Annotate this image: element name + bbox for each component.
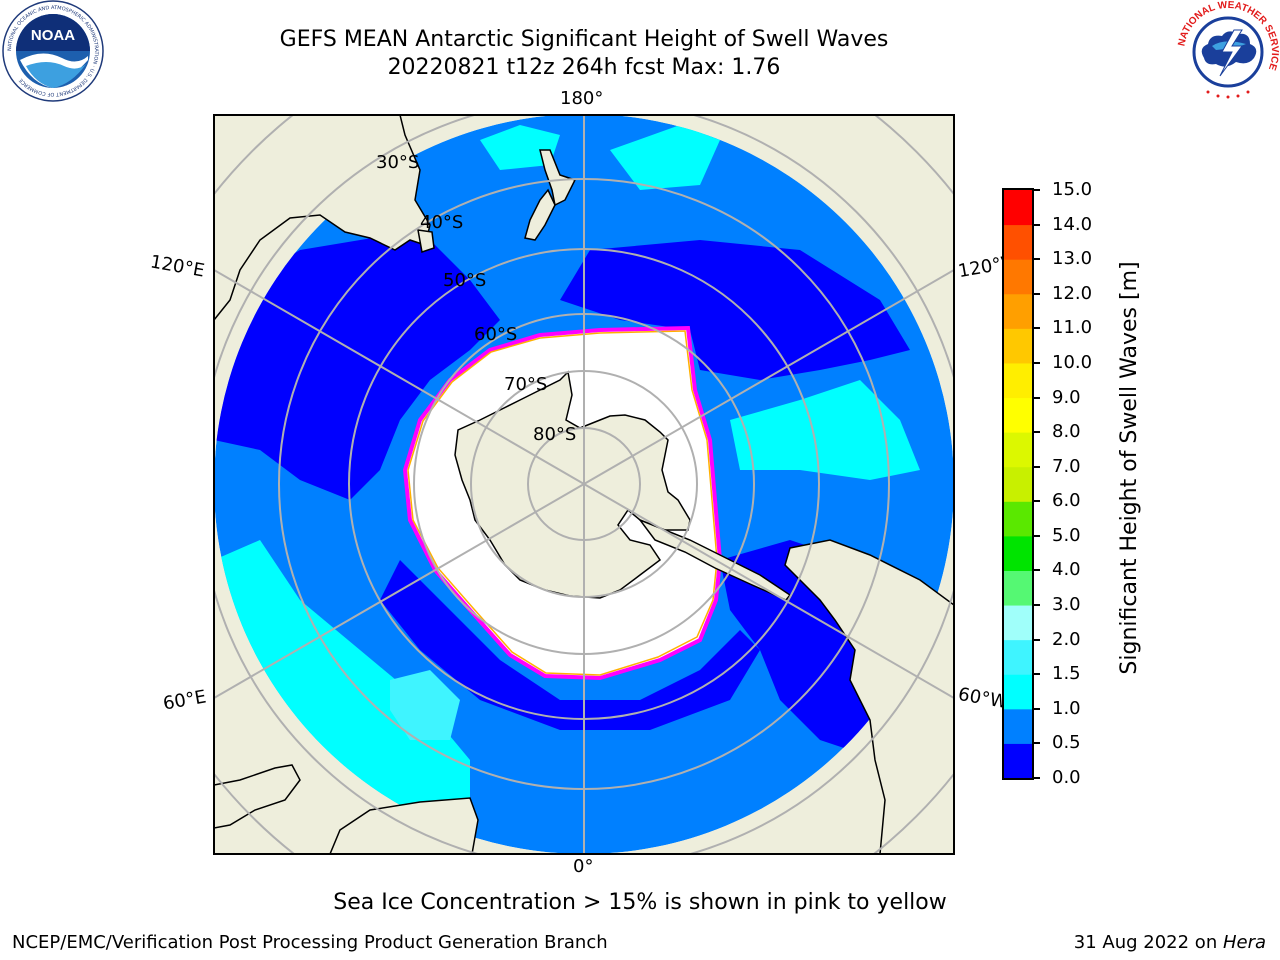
colorbar-tick-label: 14.0 [1052,213,1093,235]
colorbar-tick-label: 7.0 [1052,455,1081,477]
colorbar-bin [1004,708,1032,744]
colorbar-tick-mark [1034,189,1040,191]
colorbar-tick-mark [1034,500,1040,503]
colorbar-bin [1004,432,1032,468]
colorbar-bin [1004,674,1032,710]
colorbar-bin [1004,501,1032,537]
colorbar-tick-label: 8.0 [1052,421,1081,443]
ocean-swell-1.5-2.0-patch [390,670,460,740]
colorbar-bin [1004,397,1032,433]
colorbar-tick-mark [1034,292,1040,295]
colorbar-bin [1004,259,1032,295]
ocean-swell-1.0-1.5-north-pacific [610,125,720,190]
colorbar-tick-mark [1034,638,1040,641]
australia-land [214,115,431,322]
colorbar-bin [1004,328,1032,364]
colorbar-bin [1004,639,1032,675]
colorbar-bin [1004,535,1032,571]
lon-label-0: 0° [573,856,594,877]
noaa-logo-icon: NOAA NATIONAL OCEANIC AND ATMOSPHERIC AD… [2,0,104,102]
colorbar-tick-mark [1034,534,1040,537]
colorbar [1002,188,1034,780]
colorbar-tick-label: 0.0 [1052,767,1081,788]
ocean-swell-1.0-1.5-tasman [480,125,560,170]
lon-120e-line [214,269,585,485]
colorbar-bin [1004,190,1032,226]
madagascar-land [214,764,301,829]
colorbar-tick-label: 6.0 [1052,490,1081,512]
colorbar-tick-label: 1.0 [1052,697,1081,719]
africa-land [329,797,479,854]
colorbar-tick-label: 9.0 [1052,386,1081,408]
colorbar-frame [1002,188,1034,780]
colorbar-tick-mark [1034,707,1040,710]
colorbar-tick-mark [1034,258,1040,261]
colorbar-bin [1004,466,1032,502]
colorbar-bin [1004,570,1032,606]
colorbar-label: Significant Height of Swell Waves [m] [1117,261,1142,675]
colorbar-bin [1004,293,1032,329]
colorbar-tick-mark [1034,223,1040,226]
colorbar-tick-mark [1034,604,1040,607]
colorbar-tick-label: 0.5 [1052,732,1081,754]
footer-date: 31 Aug 2022 on Hera [1074,932,1266,953]
lon-label-180: 180° [560,88,604,109]
ocean-swell-1.0-1.5-atlantic [214,540,470,840]
colorbar-tick-label: 2.0 [1052,628,1081,650]
lon-60e-line [214,483,585,699]
colorbar-bin [1004,605,1032,641]
ocean-swell-1.0-1.5-east-pacific [730,380,920,480]
sea-ice-edge-yellow [407,330,718,676]
colorbar-tick-label: 10.0 [1052,351,1093,373]
lon-120w-line [583,269,954,485]
colorbar-tick-mark [1034,361,1040,364]
colorbar-tick-label: 4.0 [1052,559,1081,581]
colorbar-tick-label: 11.0 [1052,317,1093,339]
colorbar-tick-label: 13.0 [1052,248,1093,270]
colorbar-tick-mark [1034,673,1040,676]
footer-credit: NCEP/EMC/Verification Post Processing Pr… [12,932,608,953]
ocean-swell-0-0.5-ring [380,560,760,730]
ocean-swell-0-0.5-west [214,230,500,500]
chart-title: GEFS MEAN Antarctic Significant Height o… [279,27,889,52]
lat-label-60s: 60°S [474,324,518,345]
lat-label-40s: 40°S [420,212,464,233]
nws-logo-icon: NATIONAL WEATHER SERVICE [1176,0,1280,102]
colorbar-tick-label: 12.0 [1052,282,1093,304]
footer-machine: Hera [1222,932,1266,953]
colorbar-bin [1004,362,1032,399]
lat-label-70s: 70°S [504,374,548,395]
antarctica-land [454,370,691,599]
colorbar-tick-label: 1.5 [1052,663,1081,685]
lat-label-50s: 50°S [443,270,487,291]
colorbar-tick-mark [1034,777,1040,779]
colorbar-tick-mark [1034,396,1040,399]
colorbar-tick-mark [1034,742,1040,745]
colorbar-tick-label: 3.0 [1052,594,1081,616]
tasmania-land [417,229,435,253]
colorbar-bin [1004,743,1032,779]
colorbar-tick-mark [1034,327,1040,330]
colorbar-tick-mark [1034,431,1040,434]
new-zealand-south-island [524,188,556,241]
footer-date-text: 31 Aug 2022 on [1073,932,1223,953]
lat-label-30s: 30°S [376,152,420,173]
colorbar-tick-mark [1034,569,1040,572]
colorbar-tick-label: 5.0 [1052,524,1081,546]
sea-ice-caption: Sea Ice Concentration > 15% is shown in … [333,890,947,915]
colorbar-bin [1004,224,1032,260]
chart-subtitle: 20220821 t12z 264h fcst Max: 1.76 [387,55,781,80]
lat-label-80s: 80°S [533,424,577,445]
colorbar-tick-mark [1034,465,1040,468]
map-frame [213,114,955,855]
new-zealand-north-island [539,149,577,207]
longitude-gridlines [214,115,954,854]
svg-text:NOAA: NOAA [31,27,75,44]
colorbar-tick-label: 15.0 [1052,179,1093,200]
lon-60w-line [583,483,954,699]
